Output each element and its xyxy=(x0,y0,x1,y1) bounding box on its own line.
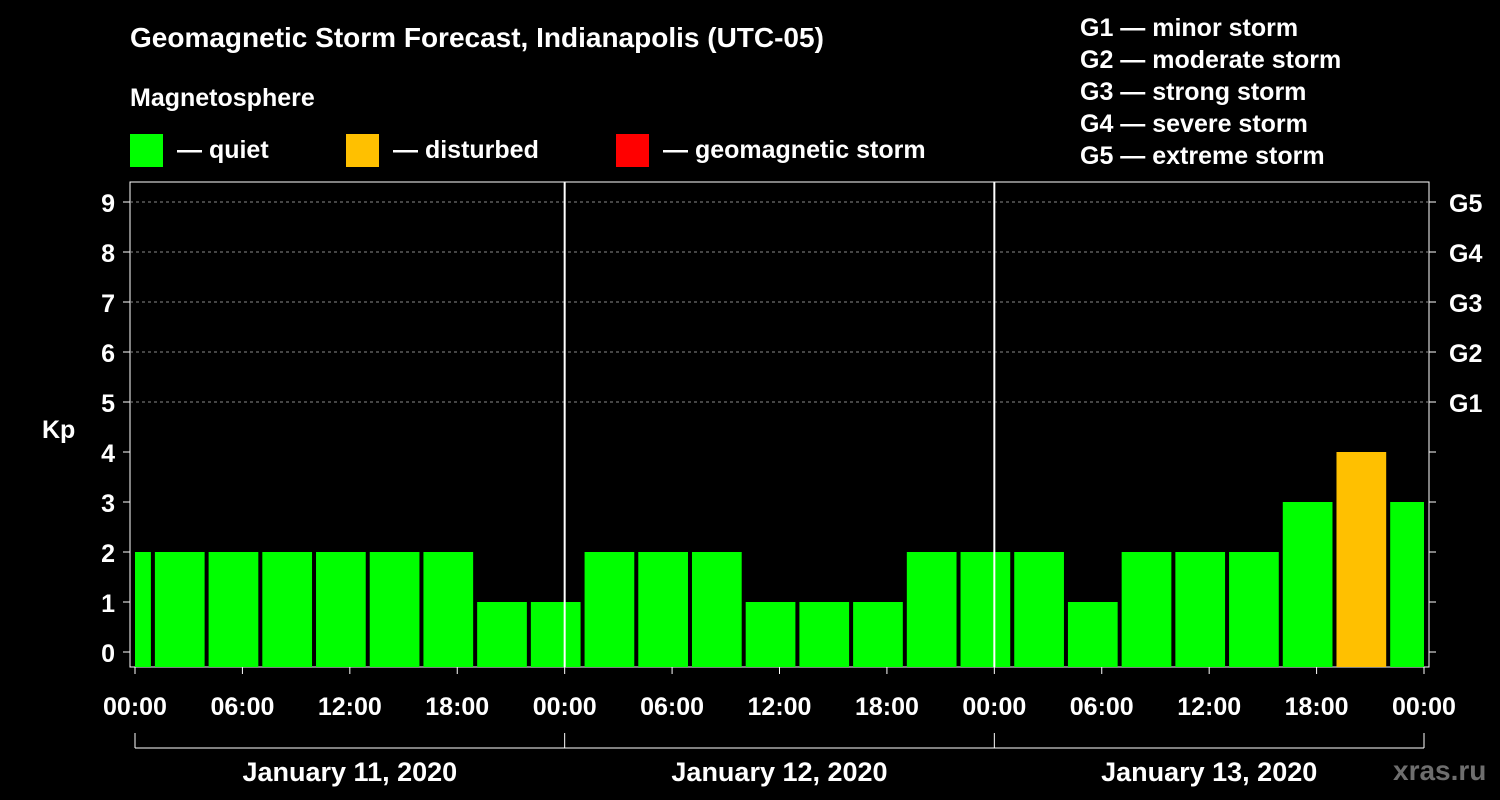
x-tick-label: 18:00 xyxy=(855,693,919,721)
y-tick-label: 6 xyxy=(101,340,115,368)
kp-bar xyxy=(585,552,635,667)
kp-bar xyxy=(477,602,527,667)
kp-bar xyxy=(853,602,903,667)
right-axis-label-g3: G3 xyxy=(1449,290,1482,318)
kp-bar xyxy=(316,552,366,667)
kp-bar xyxy=(1229,552,1279,667)
day-label: January 13, 2020 xyxy=(1101,757,1317,787)
y-tick-label: 0 xyxy=(101,640,115,668)
kp-bar xyxy=(209,552,259,667)
kp-bar xyxy=(531,602,581,667)
bars-group xyxy=(101,452,1440,667)
x-tick-label: 06:00 xyxy=(640,693,704,721)
kp-bar xyxy=(692,552,742,667)
y-tick-label: 5 xyxy=(101,390,115,418)
kp-bar xyxy=(1014,552,1064,667)
kp-bar xyxy=(1068,602,1118,667)
kp-bar xyxy=(370,552,420,667)
kp-bar xyxy=(638,552,688,667)
x-tick-label: 12:00 xyxy=(1177,693,1241,721)
x-tick-label: 00:00 xyxy=(1392,693,1456,721)
day-label: January 11, 2020 xyxy=(242,757,457,787)
y-tick-label: 7 xyxy=(101,290,115,318)
x-tick-label: 00:00 xyxy=(533,693,597,721)
watermark: xras.ru xyxy=(1393,755,1486,787)
right-axis-label-g5: G5 xyxy=(1449,190,1482,218)
y-tick-label: 4 xyxy=(101,440,115,468)
x-tick-label: 12:00 xyxy=(318,693,382,721)
x-tick-label: 06:00 xyxy=(210,693,274,721)
kp-bar xyxy=(799,602,849,667)
x-tick-label: 06:00 xyxy=(1070,693,1134,721)
kp-bar xyxy=(262,552,312,667)
x-tick-label: 18:00 xyxy=(425,693,489,721)
x-tick-label: 00:00 xyxy=(103,693,167,721)
kp-bar xyxy=(155,552,205,667)
kp-chart: 0 1 2 3 4 5 6 7 8 9 G1 G2 G3 G4 G5 Kp 00:00 06:00 12:00 18:… xyxy=(0,0,1500,800)
y-tick-label: 2 xyxy=(101,540,115,568)
x-tick-label: 12:00 xyxy=(748,693,812,721)
y-tick-label: 8 xyxy=(101,240,115,268)
kp-bar xyxy=(423,552,473,667)
y-tick-label: 3 xyxy=(101,490,115,518)
kp-bar xyxy=(1283,502,1333,667)
kp-bar xyxy=(1390,502,1440,667)
y-axis-title: Kp xyxy=(42,416,75,444)
right-axis-label-g1: G1 xyxy=(1449,390,1482,418)
kp-bar xyxy=(1122,552,1172,667)
kp-bar xyxy=(1175,552,1225,667)
kp-bar xyxy=(1336,452,1386,667)
right-axis-label-g4: G4 xyxy=(1449,240,1482,268)
kp-bar xyxy=(907,552,957,667)
y-tick-label: 1 xyxy=(101,590,115,618)
x-tick-label: 00:00 xyxy=(962,693,1026,721)
right-axis-label-g2: G2 xyxy=(1449,340,1482,368)
day-label: January 12, 2020 xyxy=(671,757,887,787)
x-tick-label: 18:00 xyxy=(1285,693,1349,721)
y-tick-label: 9 xyxy=(101,190,115,218)
kp-bar xyxy=(746,602,796,667)
kp-bar xyxy=(961,552,1011,667)
